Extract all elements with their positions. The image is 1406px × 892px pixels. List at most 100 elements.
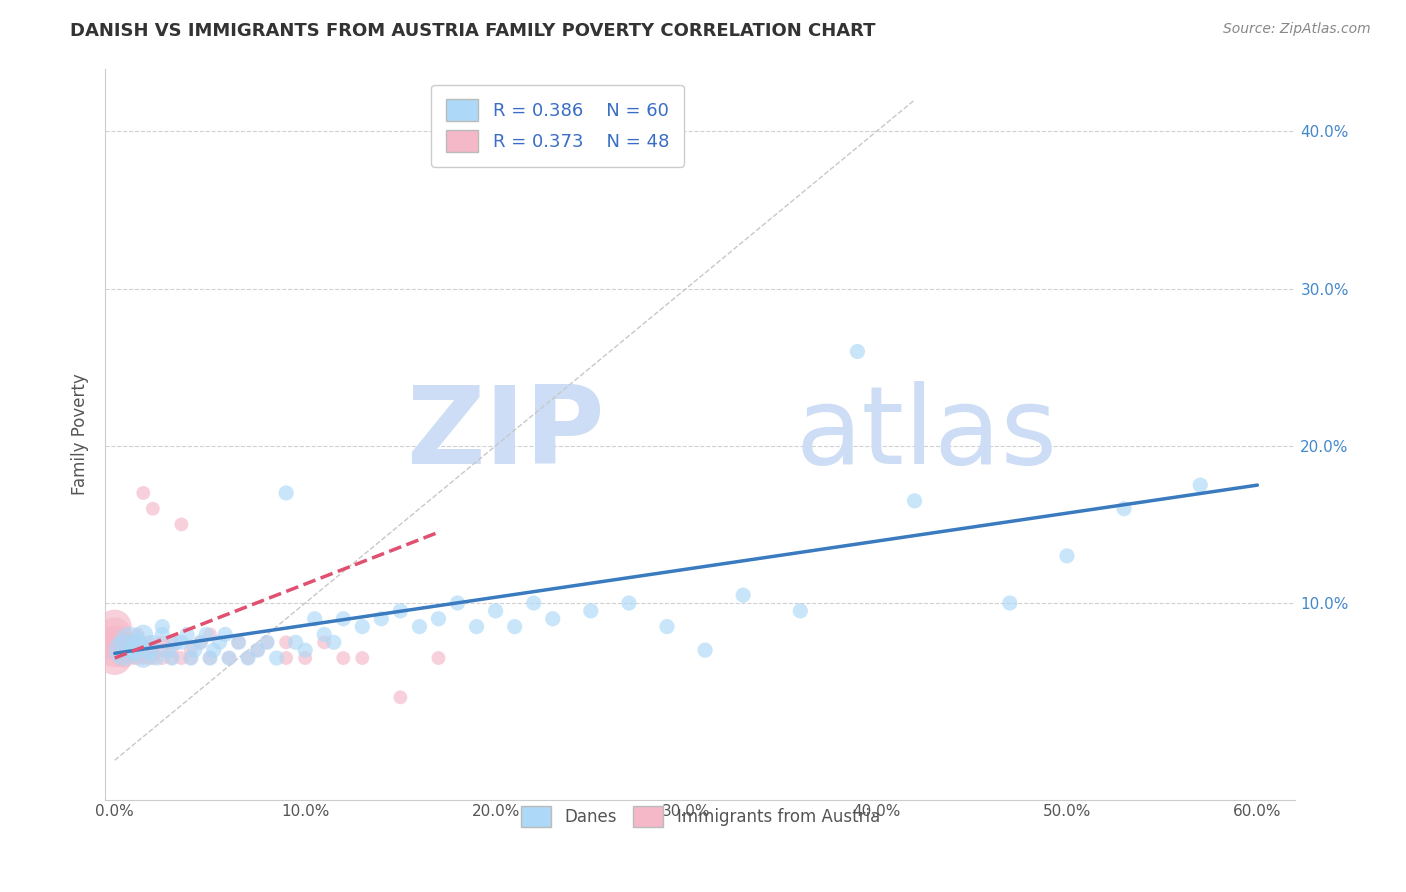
Point	[579, 604, 602, 618]
Point	[465, 619, 488, 633]
Point	[132, 627, 155, 641]
Point	[104, 635, 127, 649]
Point	[276, 651, 298, 665]
Point	[127, 635, 149, 649]
Point	[122, 651, 145, 665]
Point	[127, 651, 149, 665]
Point	[190, 635, 212, 649]
Point	[165, 635, 187, 649]
Point	[195, 627, 218, 641]
Point	[256, 635, 278, 649]
Point	[104, 651, 127, 665]
Point	[427, 612, 450, 626]
Point	[170, 517, 193, 532]
Point	[276, 486, 298, 500]
Point	[104, 643, 127, 657]
Point	[408, 619, 430, 633]
Point	[733, 588, 755, 602]
Point	[150, 627, 173, 641]
Point	[138, 643, 160, 657]
Point	[180, 651, 202, 665]
Point	[256, 635, 278, 649]
Point	[332, 651, 354, 665]
Point	[389, 690, 412, 705]
Point	[170, 635, 193, 649]
Point	[284, 635, 307, 649]
Point	[523, 596, 546, 610]
Point	[322, 635, 344, 649]
Text: ZIP: ZIP	[406, 381, 605, 487]
Point	[198, 651, 221, 665]
Point	[180, 651, 202, 665]
Point	[214, 627, 236, 641]
Point	[314, 635, 336, 649]
Point	[846, 344, 869, 359]
Point	[118, 635, 141, 649]
Point	[789, 604, 811, 618]
Point	[160, 643, 183, 657]
Point	[446, 596, 468, 610]
Point	[903, 493, 925, 508]
Point	[541, 612, 564, 626]
Point	[150, 619, 173, 633]
Point	[236, 651, 259, 665]
Point	[160, 651, 183, 665]
Point	[138, 651, 160, 665]
Point	[118, 635, 141, 649]
Point	[198, 651, 221, 665]
Point	[202, 643, 225, 657]
Point	[246, 643, 269, 657]
Legend: Danes, Immigrants from Austria: Danes, Immigrants from Austria	[512, 798, 889, 835]
Point	[1189, 478, 1212, 492]
Point	[112, 635, 135, 649]
Point	[104, 627, 127, 641]
Point	[427, 651, 450, 665]
Point	[132, 651, 155, 665]
Point	[127, 627, 149, 641]
Point	[160, 651, 183, 665]
Point	[294, 643, 316, 657]
Point	[352, 651, 374, 665]
Point	[112, 643, 135, 657]
Point	[332, 612, 354, 626]
Text: Source: ZipAtlas.com: Source: ZipAtlas.com	[1223, 22, 1371, 37]
Point	[389, 604, 412, 618]
Point	[208, 635, 231, 649]
Point	[132, 486, 155, 500]
Point	[276, 635, 298, 649]
Point	[138, 635, 160, 649]
Point	[655, 619, 678, 633]
Point	[246, 643, 269, 657]
Point	[228, 635, 250, 649]
Point	[190, 635, 212, 649]
Text: DANISH VS IMMIGRANTS FROM AUSTRIA FAMILY POVERTY CORRELATION CHART: DANISH VS IMMIGRANTS FROM AUSTRIA FAMILY…	[70, 22, 876, 40]
Point	[294, 651, 316, 665]
Point	[998, 596, 1021, 610]
Point	[132, 651, 155, 665]
Point	[112, 651, 135, 665]
Point	[218, 651, 240, 665]
Point	[160, 635, 183, 649]
Point	[118, 643, 141, 657]
Point	[157, 643, 180, 657]
Point	[104, 619, 127, 633]
Text: atlas: atlas	[796, 381, 1057, 487]
Point	[142, 635, 165, 649]
Point	[198, 627, 221, 641]
Point	[693, 643, 716, 657]
Point	[1056, 549, 1078, 563]
Point	[142, 651, 165, 665]
Y-axis label: Family Poverty: Family Poverty	[72, 373, 89, 495]
Point	[266, 651, 288, 665]
Point	[142, 501, 165, 516]
Point	[170, 651, 193, 665]
Point	[180, 643, 202, 657]
Point	[370, 612, 392, 626]
Point	[122, 635, 145, 649]
Point	[142, 643, 165, 657]
Point	[314, 627, 336, 641]
Point	[112, 643, 135, 657]
Point	[122, 643, 145, 657]
Point	[352, 619, 374, 633]
Point	[484, 604, 506, 618]
